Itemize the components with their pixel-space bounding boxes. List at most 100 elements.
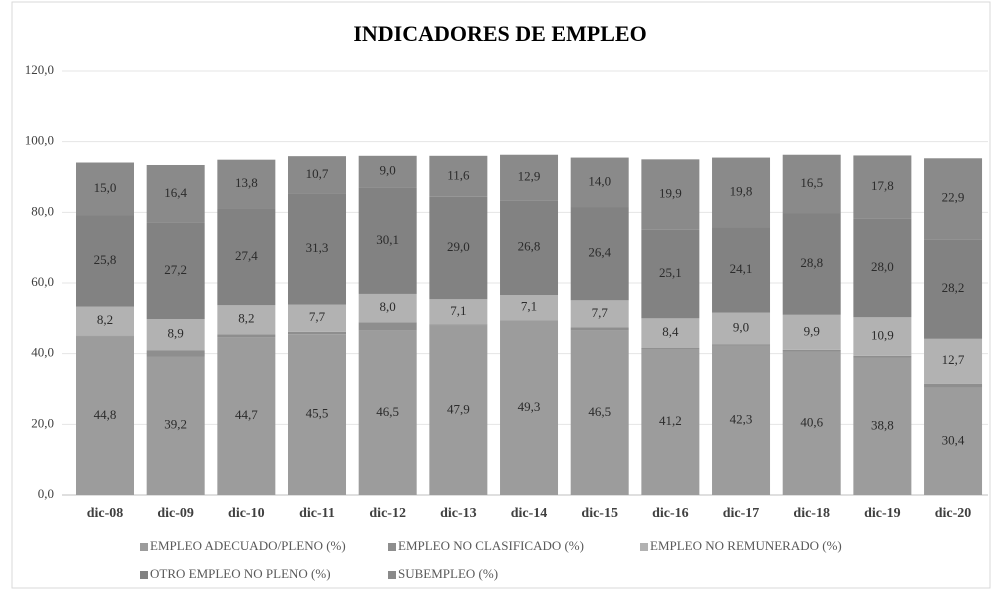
x-tick-label: dic-08 xyxy=(87,506,124,521)
bar-segment xyxy=(570,300,629,328)
data-label: 44,7 xyxy=(235,407,258,422)
bar-segment xyxy=(358,322,417,331)
bar-segment xyxy=(146,222,205,320)
bar-segment xyxy=(500,295,559,321)
chart-title: INDICADORES DE EMPLEO xyxy=(353,21,646,46)
data-label: 11,6 xyxy=(447,167,470,182)
data-label: 7,1 xyxy=(450,303,466,318)
data-label: 13,8 xyxy=(235,175,258,190)
legend-label: SUBEMPLEO (%) xyxy=(398,566,498,581)
bar-segment xyxy=(782,351,841,495)
y-tick-label: 120,0 xyxy=(25,62,54,77)
bar-segment xyxy=(924,338,983,384)
data-label: 12,9 xyxy=(518,169,541,184)
bar-segment xyxy=(853,355,912,358)
bar-segment xyxy=(712,312,771,345)
y-tick-label: 0,0 xyxy=(38,486,54,501)
data-label: 38,8 xyxy=(871,417,894,432)
x-tick-label: dic-12 xyxy=(369,506,406,521)
bar-segment xyxy=(429,324,488,326)
bar-segment xyxy=(288,193,347,305)
data-label: 7,7 xyxy=(309,309,326,324)
bar-segment xyxy=(782,349,841,352)
bar-segment xyxy=(146,319,205,351)
bar-segment xyxy=(500,320,559,321)
data-label: 22,9 xyxy=(942,190,965,205)
data-label: 16,4 xyxy=(164,185,187,200)
data-label: 8,0 xyxy=(380,299,396,314)
data-label: 8,2 xyxy=(238,311,254,326)
data-label: 24,1 xyxy=(730,261,753,276)
bar-segment xyxy=(288,156,347,194)
bar-segment xyxy=(76,215,134,307)
data-label: 28,8 xyxy=(800,255,823,270)
legend-label: EMPLEO NO REMUNERADO (%) xyxy=(650,538,842,553)
data-label: 8,9 xyxy=(168,326,184,341)
legend-marker xyxy=(388,571,396,579)
bar-segment xyxy=(570,157,629,208)
data-label: 41,2 xyxy=(659,413,682,428)
data-label: 9,0 xyxy=(733,320,749,335)
data-label: 30,4 xyxy=(942,432,965,447)
data-label: 10,7 xyxy=(306,166,329,181)
bar-segment xyxy=(288,331,347,335)
data-label: 14,0 xyxy=(588,173,611,188)
y-tick-label: 100,0 xyxy=(25,133,54,148)
x-tick-label: dic-10 xyxy=(228,506,265,521)
bar-segment xyxy=(924,158,983,240)
data-label: 28,0 xyxy=(871,259,894,274)
bar-segment xyxy=(641,159,700,230)
data-label: 15,0 xyxy=(94,180,117,195)
bar-segment xyxy=(641,348,700,350)
bar-segment xyxy=(924,383,983,388)
bar-segment xyxy=(712,345,771,495)
data-label: 29,0 xyxy=(447,239,470,254)
bar-segment xyxy=(217,159,276,209)
bar-segment xyxy=(570,207,629,301)
y-tick-label: 20,0 xyxy=(31,415,54,430)
x-tick-label: dic-09 xyxy=(157,506,194,521)
x-tick-label: dic-18 xyxy=(793,506,830,521)
bar-segment xyxy=(76,306,134,336)
bar-segment xyxy=(146,350,205,357)
bar-segment xyxy=(76,336,134,495)
bar-segment xyxy=(358,293,417,323)
data-label: 12,7 xyxy=(942,352,965,367)
data-label: 27,2 xyxy=(164,262,187,277)
data-label: 27,4 xyxy=(235,248,258,263)
bar-segment xyxy=(924,387,983,495)
data-label: 40,6 xyxy=(800,414,823,429)
bar-segment xyxy=(217,337,276,495)
data-label: 44,8 xyxy=(94,407,117,422)
legend-marker xyxy=(140,571,148,579)
x-tick-label: dic-11 xyxy=(299,506,335,521)
data-label: 49,3 xyxy=(518,399,541,414)
bar-segment xyxy=(146,164,205,223)
bar-segment xyxy=(782,213,841,315)
bar-segment xyxy=(358,330,417,495)
bar-segment xyxy=(782,314,841,350)
bar-segment xyxy=(429,155,488,197)
data-label: 8,2 xyxy=(97,312,113,327)
x-tick-label: dic-20 xyxy=(935,506,972,521)
bar-segment xyxy=(217,305,276,335)
data-label: 28,2 xyxy=(942,280,965,295)
bar-segment xyxy=(358,187,417,294)
x-tick-label: dic-13 xyxy=(440,506,477,521)
data-label: 17,8 xyxy=(871,178,894,193)
data-label: 9,9 xyxy=(804,323,820,338)
data-label: 10,9 xyxy=(871,328,894,343)
bar-segment xyxy=(853,317,912,356)
data-label: 39,2 xyxy=(164,417,187,432)
data-label: 19,9 xyxy=(659,185,682,200)
bar-segment xyxy=(782,154,841,214)
bar-segment xyxy=(429,325,488,495)
data-label: 46,5 xyxy=(376,404,399,419)
bar-segment xyxy=(641,229,700,319)
data-label: 46,5 xyxy=(588,404,611,419)
y-tick-label: 60,0 xyxy=(31,274,54,289)
bar-segment xyxy=(429,196,488,300)
data-label: 26,8 xyxy=(518,239,541,254)
data-label: 47,9 xyxy=(447,401,470,416)
